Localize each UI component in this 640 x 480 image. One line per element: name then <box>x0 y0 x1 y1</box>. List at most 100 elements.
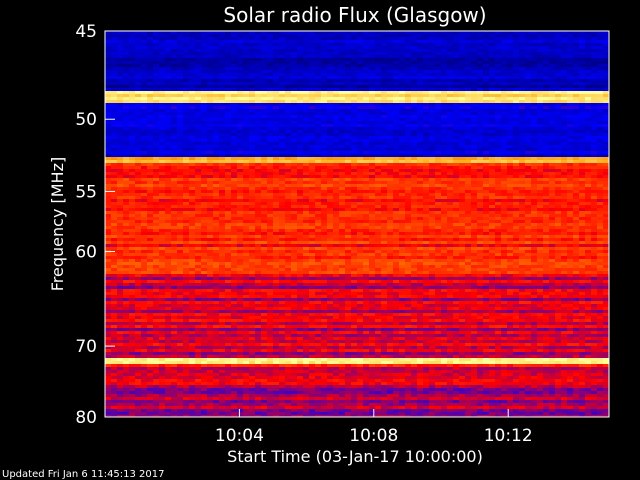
heatmap-cell <box>267 55 273 58</box>
heatmap-cell <box>189 37 195 40</box>
heatmap-cell <box>549 100 555 103</box>
heatmap-cell <box>483 70 489 73</box>
heatmap-cell <box>465 160 471 163</box>
heatmap-cell <box>153 55 159 58</box>
heatmap-cell <box>357 142 363 145</box>
heatmap-cell <box>579 175 585 178</box>
heatmap-cell <box>225 193 231 196</box>
heatmap-cell <box>603 136 609 139</box>
heatmap-cell <box>291 124 297 127</box>
heatmap-cell <box>405 154 411 157</box>
heatmap-cell <box>255 70 261 73</box>
heatmap-cell <box>225 133 231 136</box>
heatmap-cell <box>381 94 387 97</box>
heatmap-cell <box>321 196 327 199</box>
heatmap-cell <box>597 109 603 112</box>
heatmap-cell <box>249 208 255 211</box>
heatmap-cell <box>213 43 219 46</box>
heatmap-cell <box>489 175 495 178</box>
heatmap-cell <box>141 43 147 46</box>
heatmap-cell <box>495 184 501 187</box>
heatmap-cell <box>597 43 603 46</box>
heatmap-cell <box>555 37 561 40</box>
heatmap-cell <box>303 46 309 49</box>
heatmap-cell <box>321 148 327 151</box>
heatmap-cell <box>303 172 309 175</box>
heatmap-cell <box>543 166 549 169</box>
heatmap-cell <box>519 37 525 40</box>
heatmap-cell <box>573 169 579 172</box>
heatmap-cell <box>297 103 303 106</box>
heatmap-cell <box>321 127 327 130</box>
heatmap-cell <box>177 142 183 145</box>
heatmap-cell <box>285 178 291 181</box>
heatmap-cell <box>291 46 297 49</box>
heatmap-cell <box>219 124 225 127</box>
heatmap-cell <box>339 55 345 58</box>
heatmap-cell <box>219 70 225 73</box>
heatmap-cell <box>399 196 405 199</box>
heatmap-cell <box>177 70 183 73</box>
heatmap-cell <box>459 199 465 202</box>
heatmap-cell <box>279 151 285 154</box>
heatmap-cell <box>453 193 459 196</box>
heatmap-cell <box>309 100 315 103</box>
heatmap-cell <box>345 73 351 76</box>
heatmap-cell <box>237 61 243 64</box>
heatmap-cell <box>489 184 495 187</box>
heatmap-cell <box>177 148 183 151</box>
heatmap-cell <box>309 34 315 37</box>
heatmap-cell <box>195 130 201 133</box>
heatmap-cell <box>567 142 573 145</box>
heatmap-cell <box>417 160 423 163</box>
heatmap-cell <box>333 208 339 211</box>
heatmap-cell <box>417 130 423 133</box>
heatmap-cell <box>105 70 111 73</box>
heatmap-cell <box>381 49 387 52</box>
heatmap-cell <box>159 79 165 82</box>
heatmap-cell <box>207 130 213 133</box>
heatmap-cell <box>255 67 261 70</box>
heatmap-cell <box>147 34 153 37</box>
heatmap-cell <box>279 118 285 121</box>
heatmap-cell <box>279 112 285 115</box>
heatmap-cell <box>477 73 483 76</box>
heatmap-cell <box>555 64 561 67</box>
heatmap-cell <box>183 130 189 133</box>
heatmap-cell <box>183 193 189 196</box>
heatmap-cell <box>579 49 585 52</box>
heatmap-cell <box>447 58 453 61</box>
heatmap-cell <box>429 154 435 157</box>
heatmap-cell <box>363 91 369 94</box>
heatmap-cell <box>507 187 513 190</box>
heatmap-cell <box>147 106 153 109</box>
heatmap-cell <box>327 139 333 142</box>
heatmap-cell <box>141 136 147 139</box>
heatmap-cell <box>363 151 369 154</box>
heatmap-cell <box>501 190 507 193</box>
heatmap-cell <box>483 142 489 145</box>
heatmap-cell <box>513 196 519 199</box>
heatmap-cell <box>393 157 399 160</box>
heatmap-cell <box>255 199 261 202</box>
heatmap-cell <box>579 148 585 151</box>
heatmap-cell <box>231 154 237 157</box>
heatmap-cell <box>327 142 333 145</box>
heatmap-cell <box>345 70 351 73</box>
heatmap-cell <box>309 184 315 187</box>
heatmap-cell <box>363 31 369 34</box>
heatmap-cell <box>393 52 399 55</box>
heatmap-cell <box>105 175 111 178</box>
heatmap-cell <box>507 112 513 115</box>
heatmap-cell <box>105 136 111 139</box>
heatmap-cell <box>411 190 417 193</box>
heatmap-cell <box>135 40 141 43</box>
heatmap-cell <box>555 148 561 151</box>
heatmap-cell <box>471 100 477 103</box>
heatmap-cell <box>327 202 333 205</box>
heatmap-cell <box>351 181 357 184</box>
heatmap-cell <box>531 34 537 37</box>
heatmap-cell <box>111 91 117 94</box>
heatmap-cell <box>579 130 585 133</box>
heatmap-cell <box>171 190 177 193</box>
